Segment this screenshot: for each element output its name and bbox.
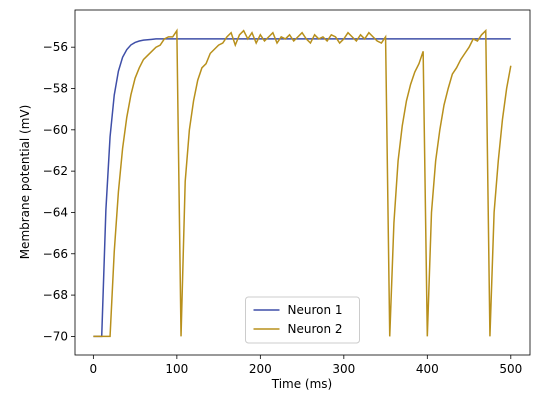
legend-label: Neuron 1: [288, 303, 343, 317]
y-tick-label: −68: [43, 288, 68, 302]
x-tick-label: 400: [416, 362, 439, 376]
x-tick-label: 0: [90, 362, 98, 376]
x-tick-label: 500: [499, 362, 522, 376]
y-tick-label: −56: [43, 40, 68, 54]
y-tick-label: −62: [43, 164, 68, 178]
x-tick-label: 200: [249, 362, 272, 376]
series-line: [93, 38, 511, 338]
x-tick-label: 300: [332, 362, 355, 376]
y-tick-label: −70: [43, 329, 68, 343]
legend-box: [245, 296, 360, 344]
y-tick-label: −66: [43, 247, 68, 261]
axes-frame: [74, 9, 531, 356]
y-tick-label: −60: [43, 123, 68, 137]
x-tick-label: 100: [165, 362, 188, 376]
y-axis-label: Membrane potential (mV): [18, 105, 32, 260]
legend-label: Neuron 2: [288, 322, 343, 336]
y-tick-label: −64: [43, 205, 68, 219]
y-tick-label: −58: [43, 82, 68, 96]
x-axis-label: Time (ms): [271, 377, 333, 391]
series-line: [93, 28, 512, 338]
